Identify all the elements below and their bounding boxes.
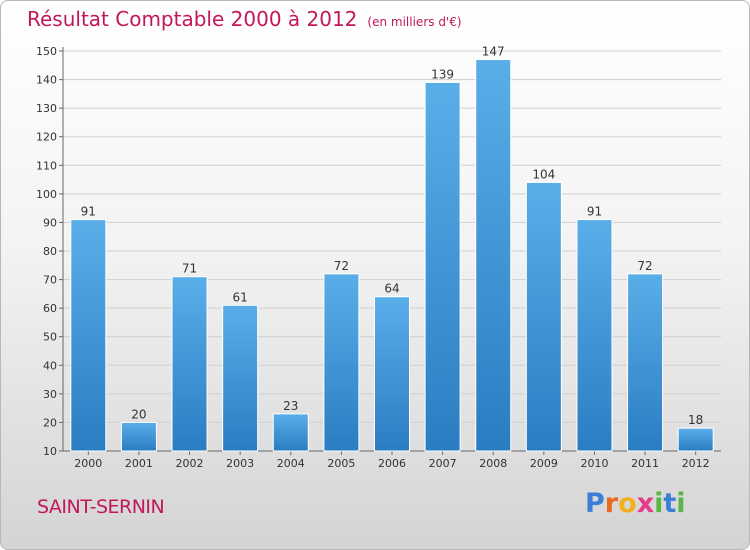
y-tick-label: 120: [36, 131, 57, 144]
y-tick-label: 140: [36, 74, 57, 87]
logo-letter: P: [585, 488, 605, 519]
data-labels: 91 20 71 61 23 72 64 139 147 104 91 72 18: [81, 45, 704, 428]
bar-2005: [323, 273, 360, 452]
data-label-2008: 147: [482, 45, 505, 59]
x-tick-label-2005: 2005: [327, 457, 355, 470]
data-label-2000: 91: [81, 205, 96, 219]
x-tick-label-2001: 2001: [125, 457, 153, 470]
data-label-2006: 64: [384, 282, 399, 296]
x-tick-label-2008: 2008: [479, 457, 507, 470]
logo-letter: t: [663, 488, 677, 519]
logo-letter: x: [636, 488, 655, 519]
data-label-2007: 139: [431, 67, 454, 81]
y-tick-label: 50: [43, 331, 57, 344]
data-label-2004: 23: [283, 399, 298, 413]
x-tick-label-2000: 2000: [74, 457, 102, 470]
y-tick-label: 90: [43, 216, 57, 229]
y-tick-label: 130: [36, 102, 57, 115]
y-tick-label: 60: [43, 302, 57, 315]
data-label-2011: 72: [637, 259, 652, 273]
data-label-2009: 104: [532, 167, 555, 181]
bar-2006: [374, 296, 410, 452]
bar-2009: [525, 181, 562, 452]
y-tick-label: 80: [43, 245, 57, 258]
logo-letter: i: [676, 488, 686, 519]
bar-2003: [222, 304, 259, 452]
y-tick-label: 30: [43, 388, 57, 401]
y-tick-label: 40: [43, 359, 57, 372]
y-tick-label: 10: [43, 445, 57, 458]
bar-2011: [627, 273, 664, 452]
data-label-2002: 71: [182, 262, 197, 276]
x-tick-label-2011: 2011: [631, 457, 659, 470]
bar-2000: [70, 219, 107, 452]
data-label-2003: 61: [233, 290, 248, 304]
x-tick-label-2006: 2006: [378, 457, 406, 470]
x-tick-label-2009: 2009: [530, 457, 558, 470]
bar-2001: [120, 421, 157, 452]
bar-2007: [424, 81, 461, 452]
bar-2008: [475, 59, 512, 452]
x-tick-label-2004: 2004: [277, 457, 305, 470]
chart-subtitle: (en milliers d'€): [367, 15, 462, 29]
y-tick-label: 110: [36, 159, 57, 172]
y-tick-label: 70: [43, 274, 57, 287]
bar-2010: [576, 219, 613, 452]
logo-letter: i: [654, 488, 664, 519]
data-label-2005: 72: [334, 259, 349, 273]
chart-title: Résultat Comptable 2000 à 2012 (en millie…: [27, 7, 462, 31]
logo-letter: o: [618, 488, 637, 519]
x-tick-label-2003: 2003: [226, 457, 254, 470]
y-tick-label: 150: [36, 45, 57, 58]
bar-2004: [272, 413, 309, 452]
data-label-2010: 91: [587, 205, 602, 219]
bar-2012: [677, 427, 714, 452]
chart-title-main: Résultat Comptable 2000 à 2012: [27, 7, 358, 31]
data-label-2012: 18: [688, 413, 703, 427]
y-tick-label: 100: [36, 188, 57, 201]
proxiti-logo[interactable]: Proxiti: [585, 488, 686, 519]
x-tick-label-2012: 2012: [682, 457, 710, 470]
x-tick-label-2010: 2010: [580, 457, 608, 470]
x-tick-label-2007: 2007: [429, 457, 457, 470]
city-name: SAINT-SERNIN: [37, 496, 165, 518]
bars: [70, 59, 714, 452]
data-label-2001: 20: [131, 407, 146, 421]
y-tick-label: 20: [43, 416, 57, 429]
bar-2002: [171, 276, 208, 452]
logo-letter: r: [604, 488, 619, 519]
x-tick-label-2002: 2002: [176, 457, 204, 470]
